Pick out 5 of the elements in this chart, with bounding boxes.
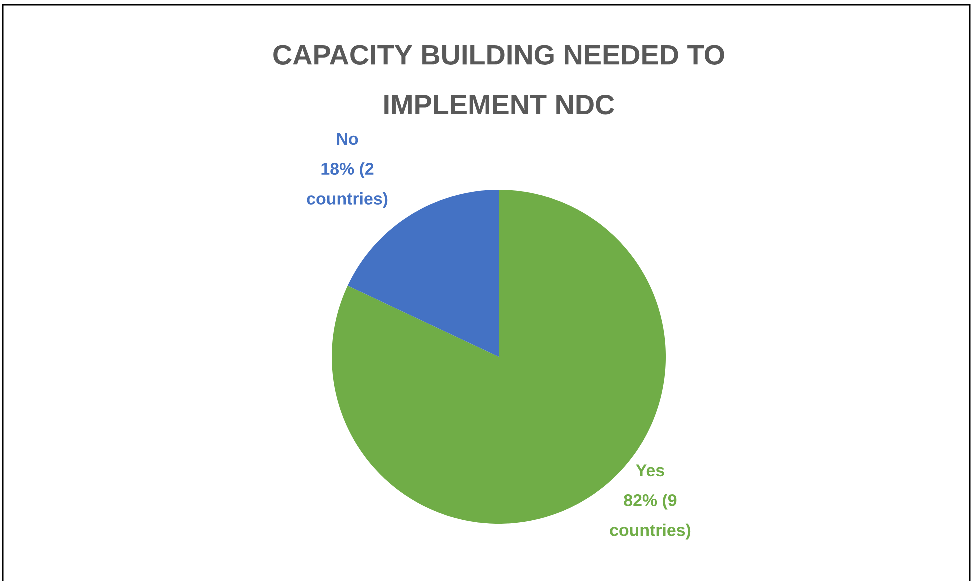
chart-title: CAPACITY BUILDING NEEDED TO IMPLEMENT NDC xyxy=(274,45,724,115)
slice-label: Yes xyxy=(636,464,664,477)
data-label: 82% (9 countries) xyxy=(610,494,691,540)
slice-label: No xyxy=(337,133,358,146)
data-label: 18% (2 countries) xyxy=(307,162,388,208)
